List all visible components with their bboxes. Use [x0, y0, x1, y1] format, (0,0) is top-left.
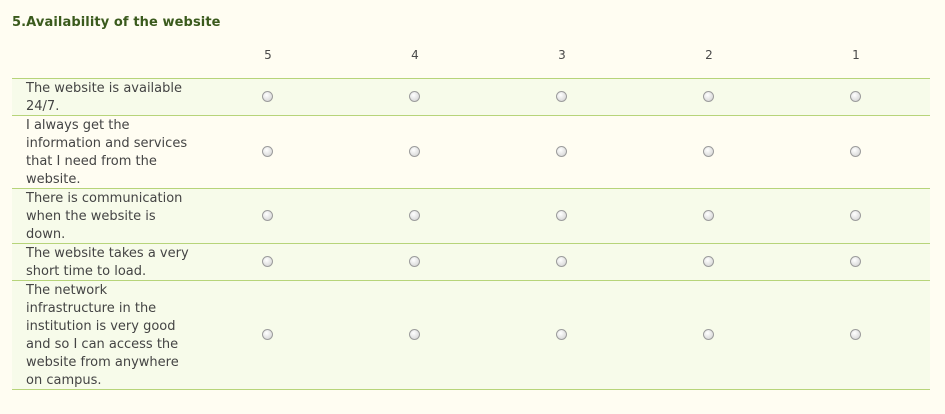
radio-button-3[interactable]: [556, 210, 567, 221]
scale-label-1: 1: [852, 48, 860, 62]
radio-button-5[interactable]: [262, 210, 273, 221]
row-label: There is communication when the website …: [26, 191, 183, 242]
radio-button-3[interactable]: [556, 146, 567, 157]
radio-button-4[interactable]: [409, 256, 420, 267]
row-label: The website is available 24/7.: [26, 81, 182, 114]
matrix-row-availability: The website is available 24/7.: [12, 79, 930, 116]
radio-button-2[interactable]: [703, 256, 714, 267]
radio-button-2[interactable]: [703, 91, 714, 102]
rating-matrix: The website is available 24/7. I always …: [12, 78, 930, 390]
radio-button-1[interactable]: [850, 146, 861, 157]
radio-button-4[interactable]: [409, 210, 420, 221]
matrix-row-network: The network infrastructure in the instit…: [12, 281, 930, 390]
radio-button-4[interactable]: [409, 146, 420, 157]
question-title: 5.Availability of the website: [12, 15, 221, 30]
radio-button-2[interactable]: [703, 329, 714, 340]
radio-button-1[interactable]: [850, 210, 861, 221]
radio-button-4[interactable]: [409, 329, 420, 340]
scale-label-3: 3: [558, 48, 566, 62]
matrix-row-communication: There is communication when the website …: [12, 189, 930, 244]
scale-label-4: 4: [411, 48, 419, 62]
radio-button-5[interactable]: [262, 329, 273, 340]
scale-label-2: 2: [705, 48, 713, 62]
radio-button-5[interactable]: [262, 256, 273, 267]
row-label: The network infrastructure in the instit…: [26, 283, 179, 388]
row-label: The website takes a very short time to l…: [26, 246, 189, 279]
scale-label-5: 5: [264, 48, 272, 62]
scale-header: 5 4 3 2 1: [12, 48, 930, 68]
radio-button-1[interactable]: [850, 256, 861, 267]
radio-button-3[interactable]: [556, 329, 567, 340]
radio-button-3[interactable]: [556, 256, 567, 267]
matrix-row-load-time: The website takes a very short time to l…: [12, 244, 930, 281]
radio-button-2[interactable]: [703, 210, 714, 221]
radio-button-3[interactable]: [556, 91, 567, 102]
row-label: I always get the information and service…: [26, 118, 188, 187]
radio-button-1[interactable]: [850, 91, 861, 102]
radio-button-2[interactable]: [703, 146, 714, 157]
radio-button-1[interactable]: [850, 329, 861, 340]
radio-button-4[interactable]: [409, 91, 420, 102]
radio-button-5[interactable]: [262, 91, 273, 102]
matrix-row-information: I always get the information and service…: [12, 116, 930, 189]
radio-button-5[interactable]: [262, 146, 273, 157]
